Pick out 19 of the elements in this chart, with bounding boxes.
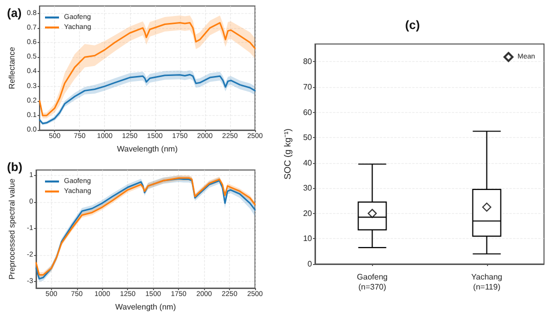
y-axis-title: Preprocessed spectral value <box>8 178 16 280</box>
chart-title: (b) <box>7 160 22 174</box>
y-tick-label: 0 <box>308 260 313 268</box>
y-tick-label: 40 <box>303 158 313 168</box>
y-tick-label: 20 <box>303 208 313 218</box>
x-tick-label: Gaofeng (n=370) <box>356 272 388 292</box>
chart-title: (a) <box>7 6 22 20</box>
y-tick-label: 10 <box>303 234 313 244</box>
x-axis-title: Wavelength (nm) <box>115 302 176 312</box>
y-tick-label: 60 <box>303 108 313 117</box>
y-axis-title: SOC (g kg⁻¹) <box>282 128 293 180</box>
x-axis-title: Wavelength (nm) <box>117 144 178 154</box>
y-tick-label: 50 <box>303 133 313 142</box>
x-tick-label: Yachang (n=119) <box>471 272 502 292</box>
chart-title: (c) <box>405 18 420 32</box>
y-axis-title: Reflectance <box>8 46 16 90</box>
y-tick-label: 30 <box>303 184 313 193</box>
y-tick-label: 70 <box>303 82 313 92</box>
y-tick-label: 80 <box>303 57 313 66</box>
